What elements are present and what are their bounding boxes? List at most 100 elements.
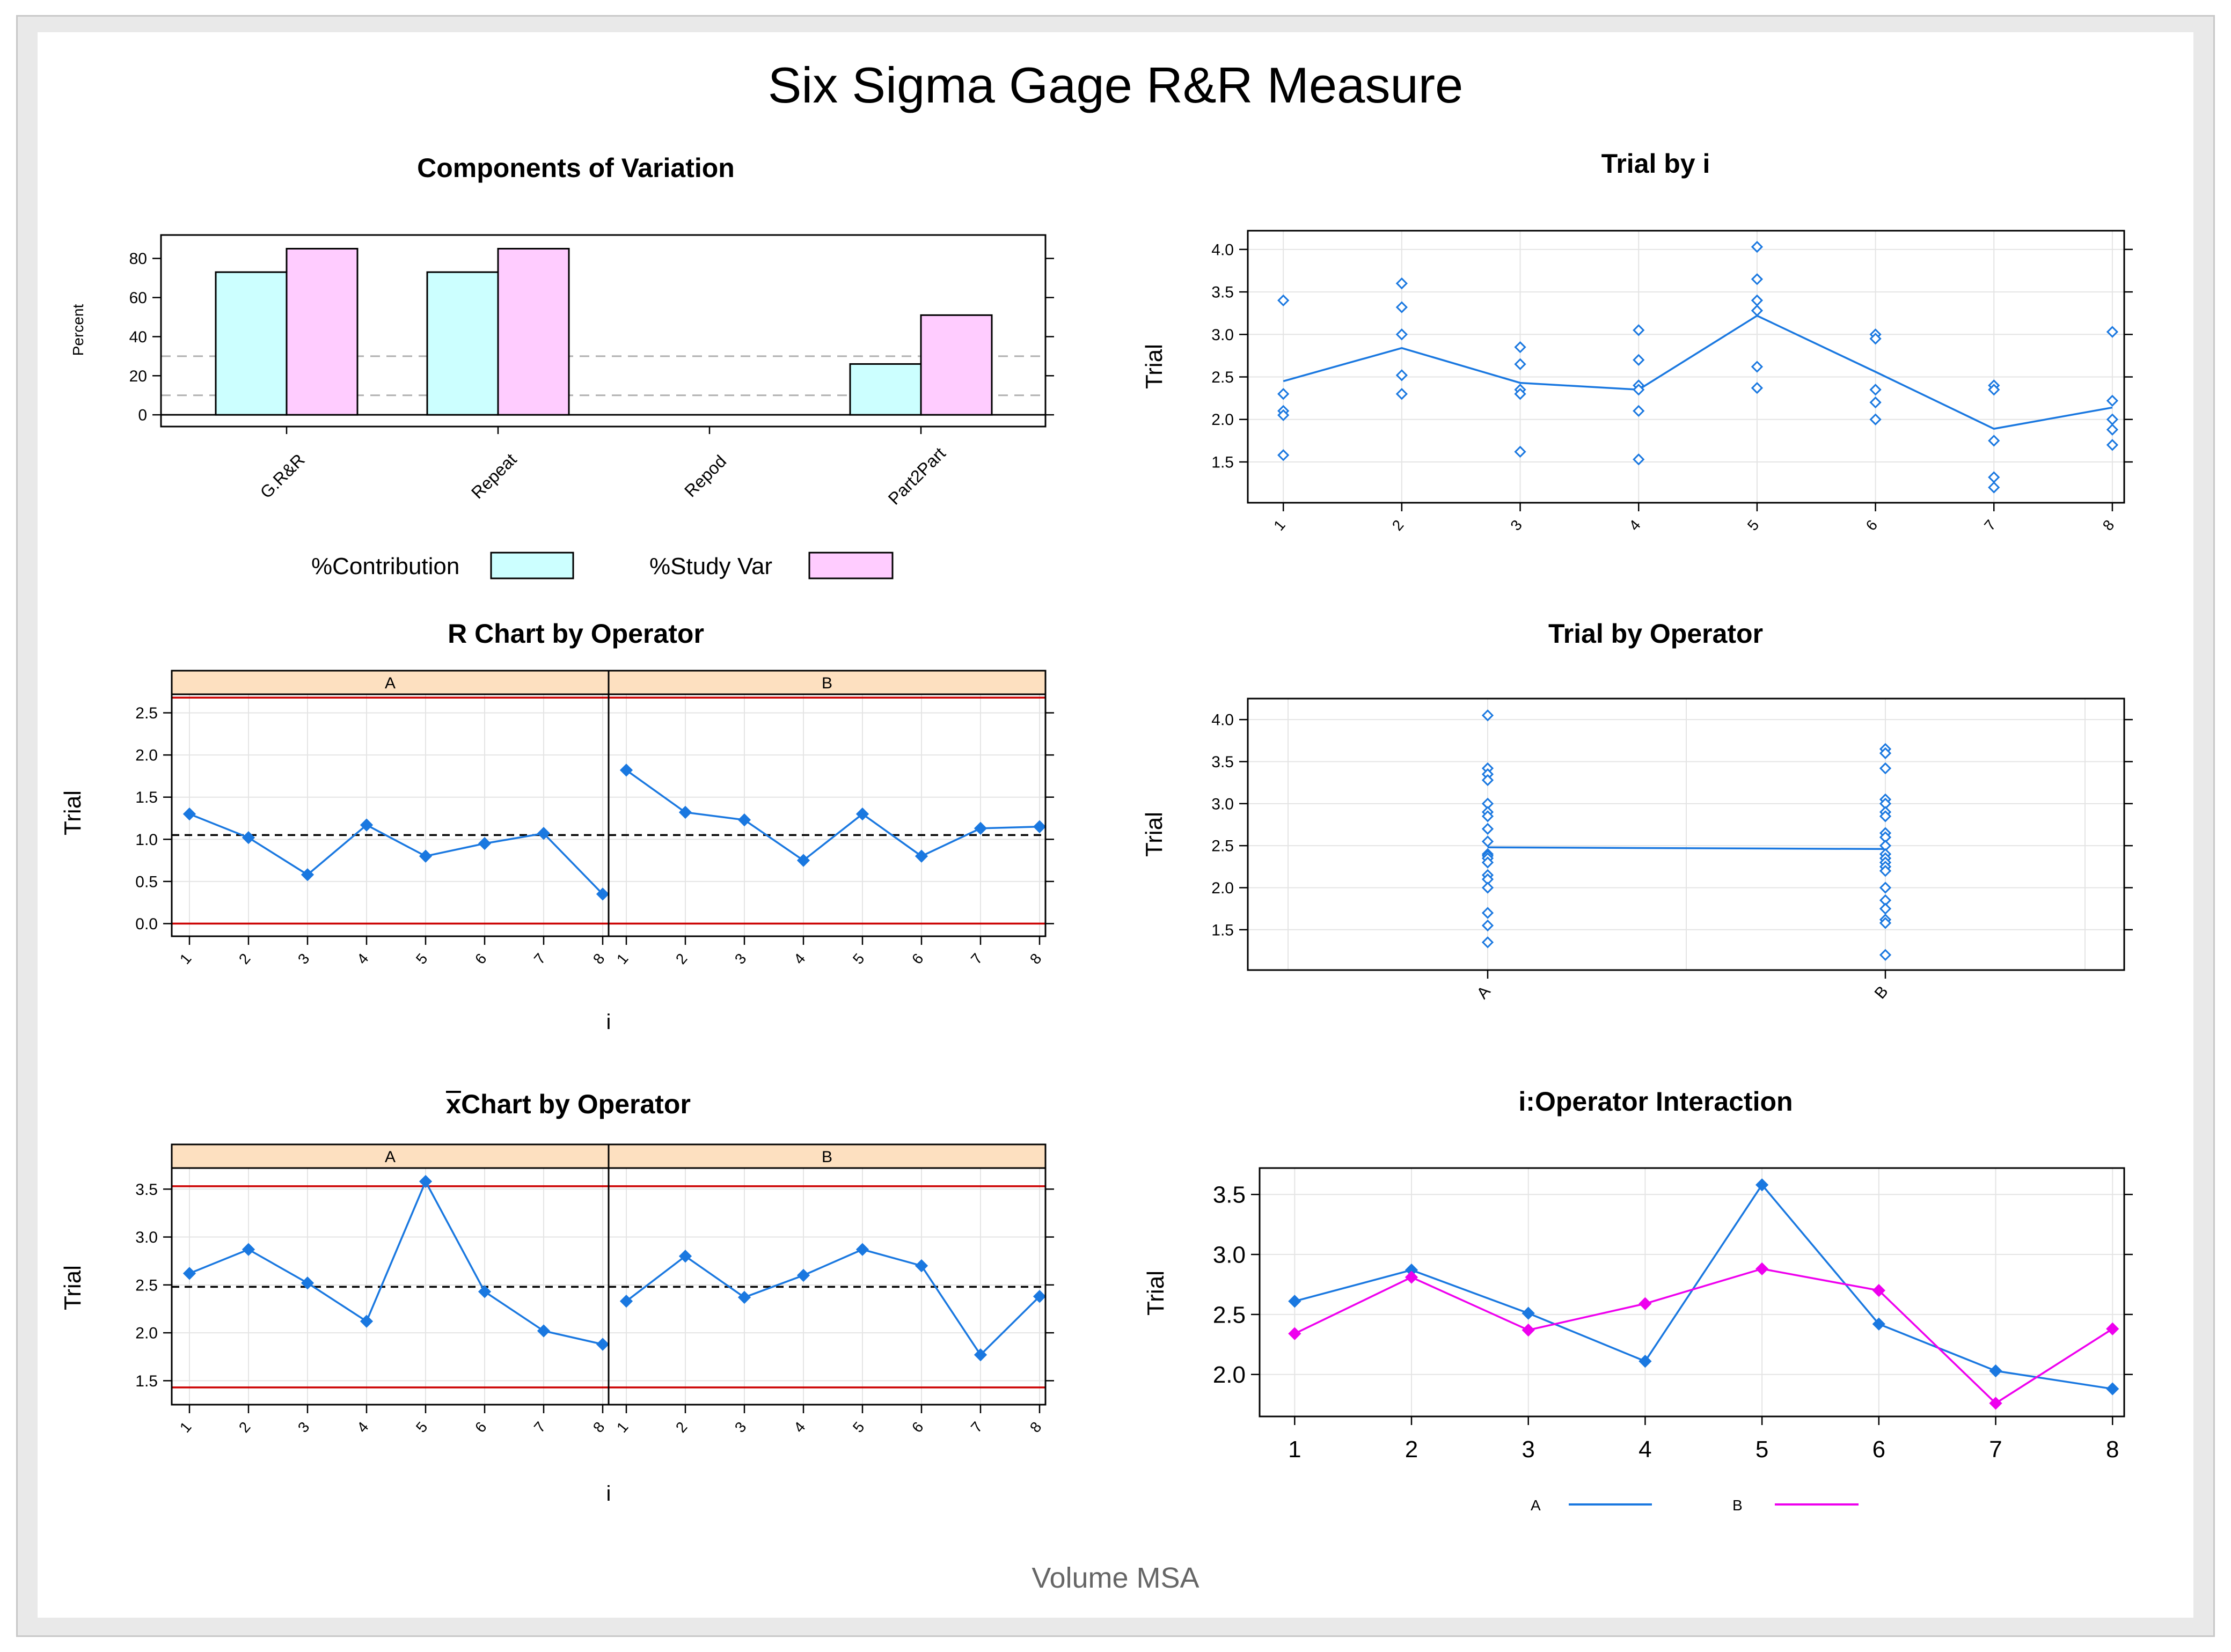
data-point [1522,1306,1535,1320]
panel-strip-label: A [385,1148,396,1166]
data-point [1277,388,1290,400]
data-point [1514,445,1526,458]
y-tick-label: 2.5 [135,704,158,722]
x-tick-label: 3 [732,950,750,967]
data-point [1751,381,1764,394]
x-tick-label: 3 [295,950,313,967]
data-point [1989,1364,2002,1378]
x-tick-label: Part2Part [884,444,949,509]
data-point [1751,273,1764,285]
x-tick-label: 3 [1522,1436,1534,1463]
data-point [596,1338,610,1351]
x-tick-label: 4 [354,950,372,967]
x-axis-label: i [606,1482,611,1506]
data-point [1633,324,1645,336]
data-point [1633,453,1645,466]
x-tick-label: 2 [1405,1436,1418,1463]
y-axis-label: Trial [1143,1271,1169,1316]
series-line-A [1294,1183,2113,1390]
data-point [2106,326,2119,338]
data-point [1481,919,1494,932]
data-point [1879,810,1892,823]
y-tick-label: 3.0 [135,1229,158,1246]
bar-study-var [497,248,570,416]
data-point [1751,361,1764,373]
data-point [1879,762,1892,775]
y-tick-label: 0.0 [135,915,158,933]
y-tick-label: 3.5 [1213,1182,1246,1208]
data-point [1755,1178,1769,1192]
trial-by-i-plot-frame [1247,230,2125,504]
chart-title: Components of Variation [417,153,735,183]
y-tick-label: 2.0 [135,747,158,765]
data-point [478,1285,492,1298]
data-point [1481,856,1494,869]
x-tick-label: G.R&R [257,450,309,502]
x-tick-label: 7 [1981,517,1999,534]
panel-frame [608,1167,1047,1406]
data-point [1522,1323,1535,1337]
y-tick-label: 2.5 [1213,1302,1246,1328]
data-point [1514,341,1526,354]
x-tick-label: 5 [413,1419,431,1436]
y-tick-label: 2.0 [1211,879,1234,897]
data-point [619,1295,633,1308]
data-point [1989,1397,2002,1410]
data-point [478,837,492,850]
y-axis-label: Percent [70,304,86,356]
bar-study-var [286,248,359,416]
data-point [1879,917,1892,929]
data-point [1033,1290,1047,1303]
data-point [1869,413,1882,425]
data-point [678,805,692,819]
x-tick-label: 6 [472,950,490,967]
data-point [1879,949,1892,961]
data-point [1988,481,2000,494]
data-point [1481,936,1494,949]
x-tick-label: 3 [295,1419,313,1436]
data-point [360,1315,374,1328]
data-point [419,849,433,863]
data-point [974,1348,988,1362]
data-point [1638,1297,1652,1310]
data-point [1405,1271,1418,1284]
bar-contribution [215,271,288,416]
y-tick-label: 3.5 [1211,753,1234,771]
data-point [182,1267,196,1280]
legend-label-contribution: %Contribution [311,553,459,579]
components-plot-frame [160,234,1047,428]
panel-strip [171,670,610,695]
data-point [1988,471,2000,483]
x-tick-label: 8 [2106,1436,2119,1463]
panel-strip [608,670,1047,695]
data-point [360,818,374,832]
x-tick-label: 2 [672,1419,691,1436]
x-tick-label: 5 [850,1419,868,1436]
y-tick-label: 40 [129,328,147,346]
x-tick-label: 1 [613,950,632,967]
data-point [1288,1295,1301,1308]
y-tick-label: 4.0 [1211,711,1234,729]
data-point [1481,709,1494,722]
main-title: Six Sigma Gage R&R Measure [767,57,1464,113]
data-point [1481,810,1494,823]
x-tick-label: 1 [177,950,195,967]
bar-study-var [920,314,993,416]
data-point [1288,1327,1301,1340]
data-point [2106,413,2119,425]
data-point [1988,384,2000,396]
y-tick-label: 3.0 [1211,326,1234,344]
y-tick-label: 2.5 [1211,369,1234,386]
data-point [596,887,610,901]
data-point [537,1324,551,1338]
x-tick-label: 5 [413,950,431,967]
panel-frame [171,693,610,937]
data-point [1633,384,1645,396]
chart-title: i:Operator Interaction [1518,1086,1793,1117]
chart-title: Trial by Operator [1548,619,1763,649]
y-tick-label: 20 [129,368,147,385]
x-tick-label: 2 [236,950,254,967]
data-point [737,1290,751,1304]
y-tick-label: 1.5 [1211,453,1234,471]
series-line [189,813,604,895]
